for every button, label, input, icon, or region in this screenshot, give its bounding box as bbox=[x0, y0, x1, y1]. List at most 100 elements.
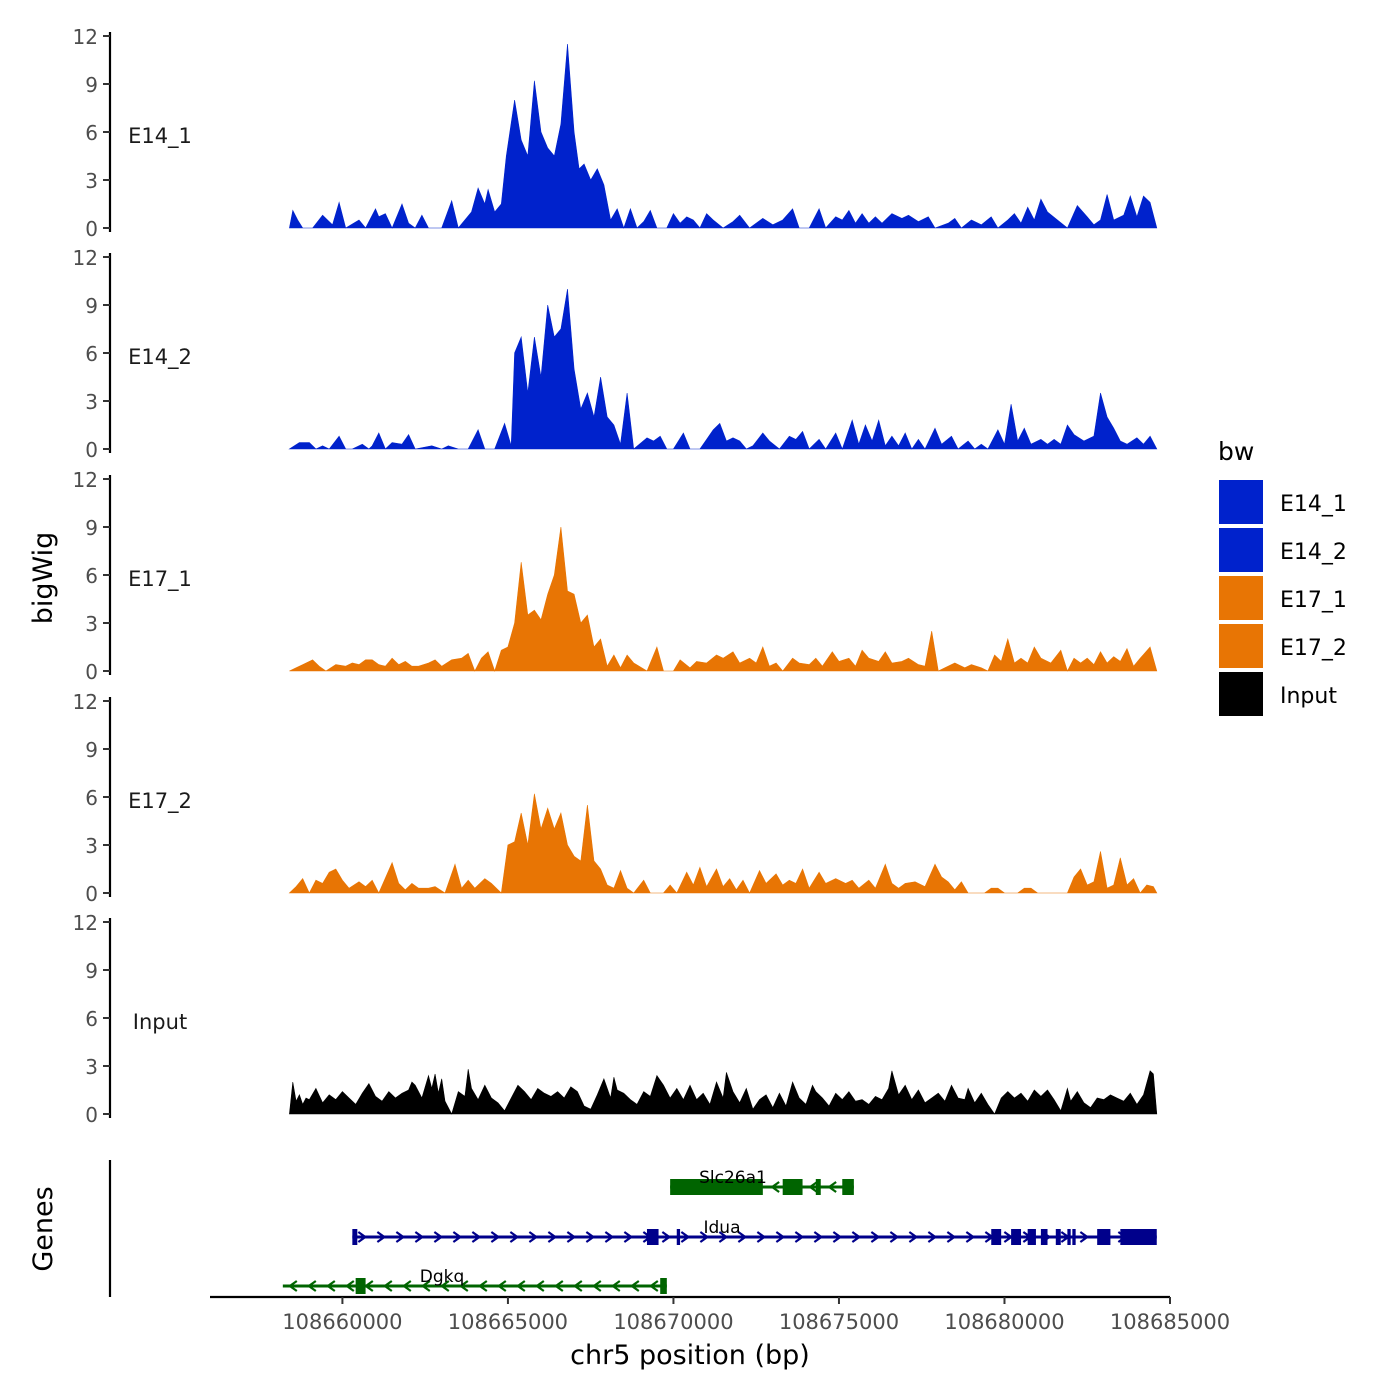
strand-arrow bbox=[490, 1231, 501, 1243]
strand-arrow bbox=[515, 1280, 526, 1292]
gene-exon bbox=[782, 1179, 803, 1195]
strand-arrow bbox=[591, 1280, 602, 1292]
strand-arrow bbox=[395, 1231, 406, 1243]
track-input: 0 3 6 9 12 Input bbox=[73, 911, 1158, 1127]
legend-title: bw bbox=[1218, 437, 1254, 466]
strand-arrow bbox=[458, 1280, 469, 1292]
strand-arrow bbox=[325, 1280, 336, 1292]
legend-swatch bbox=[1219, 672, 1263, 716]
strand-arrow bbox=[420, 1280, 431, 1292]
signal-area bbox=[289, 43, 1158, 229]
x-tick-label: 108675000 bbox=[779, 1310, 899, 1334]
track-e17-1: 0 3 6 9 12 E17_1 bbox=[73, 468, 1158, 684]
strand-arrow bbox=[401, 1280, 412, 1292]
gene-exon bbox=[1011, 1229, 1022, 1245]
track-e17-2: 0 3 6 9 12 E17_2 bbox=[73, 690, 1158, 906]
y-tick-label: 0 bbox=[85, 882, 98, 906]
y-tick-label: 0 bbox=[85, 438, 98, 462]
gene-exon bbox=[1072, 1229, 1076, 1245]
y-tick-label: 9 bbox=[85, 73, 98, 97]
strand-arrow bbox=[775, 1231, 786, 1243]
strand-arrow bbox=[870, 1231, 881, 1243]
y-tick-label: 6 bbox=[85, 121, 98, 145]
strand-arrow bbox=[433, 1231, 444, 1243]
gene-exon bbox=[660, 1278, 667, 1294]
y-tick-label: 6 bbox=[85, 564, 98, 588]
x-tick-label: 108680000 bbox=[944, 1310, 1064, 1334]
gene-exon bbox=[355, 1278, 366, 1294]
gene-exon bbox=[646, 1229, 659, 1245]
genes-layer: Slc26a1 Idua Dgkq bbox=[108, 1160, 1157, 1297]
strand-arrow bbox=[363, 1280, 374, 1292]
signal-area bbox=[289, 1069, 1158, 1115]
y-tick-label: 6 bbox=[85, 1007, 98, 1031]
gene-exon bbox=[1055, 1229, 1061, 1245]
x-tick-label: 108685000 bbox=[1110, 1310, 1230, 1334]
strand-arrow bbox=[452, 1231, 463, 1243]
y-tick-label: 12 bbox=[73, 468, 98, 492]
strand-arrow bbox=[832, 1231, 843, 1243]
x-axis: 108660000 108665000 108670000 108675000 1086… bbox=[210, 1295, 1230, 1334]
x-axis-label: chr5 position (bp) bbox=[570, 1340, 810, 1371]
x-tick-label: 108660000 bbox=[282, 1310, 402, 1334]
strand-arrow bbox=[718, 1231, 729, 1243]
track-label: E17_2 bbox=[128, 789, 192, 814]
strand-arrow bbox=[414, 1231, 425, 1243]
strand-arrow bbox=[610, 1280, 621, 1292]
legend-label: E17_2 bbox=[1280, 636, 1347, 661]
strand-arrow bbox=[439, 1280, 450, 1292]
y-axis-label-bigwig: bigWig bbox=[28, 532, 59, 625]
signal-area bbox=[289, 526, 1158, 672]
strand-arrow bbox=[547, 1231, 558, 1243]
track-label: Input bbox=[133, 1010, 187, 1034]
strand-arrow bbox=[344, 1280, 355, 1292]
strand-arrow bbox=[572, 1280, 583, 1292]
gene-exon bbox=[991, 1229, 1002, 1245]
strand-arrow bbox=[1079, 1231, 1090, 1243]
y-tick-label: 0 bbox=[85, 1103, 98, 1127]
y-tick-label: 6 bbox=[85, 786, 98, 810]
track-label: E17_1 bbox=[128, 567, 192, 592]
strand-arrow bbox=[566, 1231, 577, 1243]
strand-arrow bbox=[471, 1231, 482, 1243]
y-tick-label: 9 bbox=[85, 959, 98, 983]
legend-swatch bbox=[1219, 480, 1263, 524]
legend-swatch bbox=[1219, 624, 1263, 668]
strand-arrow bbox=[629, 1280, 640, 1292]
gene-exon bbox=[670, 1179, 763, 1195]
strand-arrow bbox=[756, 1231, 767, 1243]
legend-swatch bbox=[1219, 528, 1263, 572]
y-tick-label: 3 bbox=[85, 390, 98, 414]
y-tick-label: 9 bbox=[85, 738, 98, 762]
y-tick-label: 12 bbox=[73, 690, 98, 714]
legend-label: E14_2 bbox=[1280, 540, 1347, 565]
track-e14-1: 0 3 6 9 12 E14_1 bbox=[73, 25, 1158, 241]
strand-arrow bbox=[357, 1231, 368, 1243]
strand-arrow bbox=[287, 1280, 298, 1292]
strand-arrow bbox=[946, 1231, 957, 1243]
strand-arrow bbox=[808, 1181, 818, 1193]
y-tick-label: 6 bbox=[85, 342, 98, 366]
strand-arrow bbox=[534, 1280, 545, 1292]
y-tick-label: 12 bbox=[73, 25, 98, 49]
signal-area bbox=[288, 793, 1158, 894]
legend: bw E14_1 E14_2 E17_1 E17_2 Input bbox=[1218, 437, 1347, 716]
strand-arrow bbox=[699, 1231, 710, 1243]
strand-arrow bbox=[813, 1231, 824, 1243]
gene-exon bbox=[352, 1229, 358, 1245]
y-tick-label: 3 bbox=[85, 1055, 98, 1079]
strand-arrow bbox=[382, 1280, 393, 1292]
y-tick-label: 12 bbox=[73, 246, 98, 270]
legend-label: E17_1 bbox=[1280, 588, 1347, 613]
strand-arrow bbox=[889, 1231, 900, 1243]
strand-arrow bbox=[908, 1231, 919, 1243]
strand-arrow bbox=[965, 1231, 976, 1243]
strand-arrow bbox=[827, 1181, 837, 1193]
strand-arrow bbox=[794, 1231, 805, 1243]
y-tick-label: 9 bbox=[85, 294, 98, 318]
y-tick-label: 3 bbox=[85, 612, 98, 636]
y-tick-label: 3 bbox=[85, 169, 98, 193]
y-tick-label: 0 bbox=[85, 217, 98, 241]
strand-arrow bbox=[477, 1280, 488, 1292]
